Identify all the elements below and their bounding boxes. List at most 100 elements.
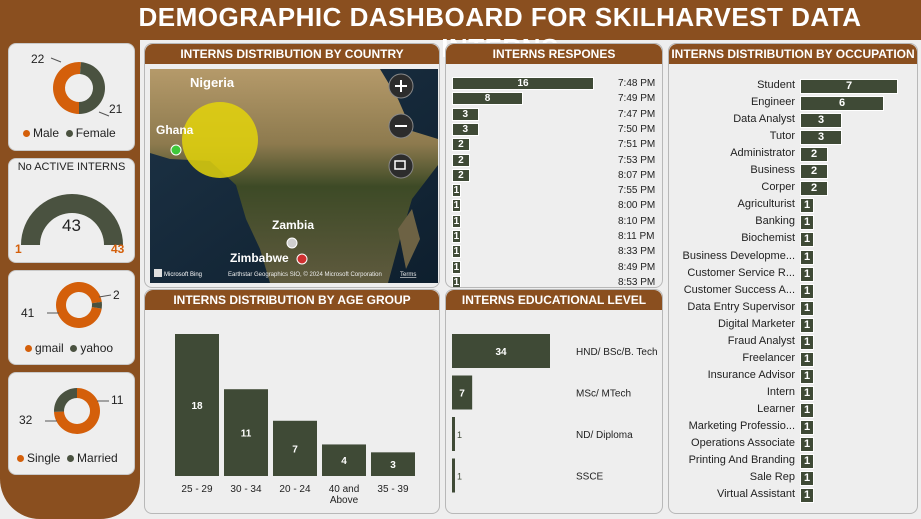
occupation-bar[interactable]: 1 (800, 283, 814, 299)
occupation-bar[interactable]: 3 (800, 130, 842, 146)
occupation-label: Data Analyst (733, 113, 795, 126)
response-bar[interactable]: 1 (452, 184, 461, 198)
education-bar[interactable] (452, 458, 455, 493)
education-category-label: MSc/ MTech (576, 389, 631, 400)
age-group-chart: 18 25 - 29 11 30 - 34 7 20 - 24 4 40 and Above 3 3… (175, 334, 415, 506)
active-interns-title: No ACTIVE INTERNS (17, 161, 126, 173)
occupation-bar[interactable]: 3 (800, 113, 842, 129)
education-title: INTERNS EDUCATIONAL LEVEL (446, 290, 662, 310)
occupation-bar[interactable]: 1 (800, 368, 814, 384)
single-legend-label: Single (27, 451, 61, 465)
response-time: 7:48 PM (618, 78, 656, 89)
occupation-label: Customer Service R... (687, 266, 795, 279)
occupation-bar[interactable]: 1 (800, 420, 814, 435)
occupation-label: Student (757, 79, 795, 91)
occupation-card[interactable]: INTERNS DISTRIBUTION BY OCCUPATION Stude… (668, 43, 918, 514)
occupation-label: Digital Marketer (717, 317, 795, 330)
response-bar[interactable]: 1 (452, 230, 461, 243)
response-time: 8:11 PM (618, 231, 655, 242)
education-bar[interactable] (452, 417, 455, 451)
education-category-label: HND/ BSc/B. Tech (576, 347, 658, 358)
occupation-bar[interactable]: 1 (800, 232, 814, 248)
age-bar[interactable] (322, 444, 366, 476)
selection-button[interactable] (388, 153, 414, 179)
country-map-card[interactable]: INTERNS DISTRIBUTION BY COUNTRY Nigeria … (144, 43, 440, 288)
zambia-label: Zambia (272, 218, 314, 232)
occupation-bar[interactable]: 1 (800, 215, 814, 231)
occupation-label: Sale Rep (749, 471, 795, 484)
active-gauge (21, 194, 123, 245)
male-slice (53, 62, 81, 114)
active-interns-card[interactable]: No ACTIVE INTERNS 43 1 43 (8, 158, 135, 263)
occupation-bar[interactable]: 1 (800, 198, 814, 214)
response-bar[interactable]: 3 (452, 122, 479, 136)
plus-icon (395, 80, 407, 92)
ghana-label: Ghana (156, 123, 194, 137)
occupation-bar[interactable]: 2 (800, 181, 828, 197)
select-icon (394, 160, 406, 170)
gender-donut (50, 57, 110, 117)
age-value-label: 18 (191, 401, 203, 412)
occupation-bar[interactable]: 1 (800, 317, 814, 333)
occupation-bar[interactable]: 1 (800, 334, 814, 350)
response-time: 8:07 PM (618, 169, 656, 181)
occupation-bar[interactable]: 1 (800, 402, 814, 418)
occupation-bar[interactable]: 1 (800, 454, 814, 470)
occupation-bar[interactable]: 1 (800, 385, 814, 401)
occupation-bar[interactable]: 1 (800, 249, 814, 265)
occupation-label: Business (750, 164, 795, 177)
occupation-label: Marketing Professio... (688, 420, 795, 432)
age-bar[interactable] (371, 452, 415, 476)
satellite-map[interactable]: Nigeria Ghana Zambia Zimbabwe Microsoft … (150, 69, 438, 283)
response-bar[interactable]: 16 (452, 77, 594, 90)
map-terms-link: Terms (400, 272, 416, 278)
response-bar[interactable]: 1 (452, 199, 461, 213)
female-legend-dot (65, 130, 73, 138)
occupation-bar[interactable]: 1 (800, 437, 814, 453)
response-bar[interactable]: 1 (452, 260, 461, 274)
gmail-legend-dot (25, 345, 32, 353)
education-bar[interactable] (452, 375, 473, 410)
occupation-bar[interactable]: 6 (800, 96, 884, 112)
gauge-arc (21, 194, 123, 245)
age-bar[interactable] (224, 389, 268, 476)
responses-card[interactable]: INTERNS RESPONES 16 7:48 PM 8 7:49 PM 3 7:47 … (445, 43, 663, 288)
occupation-label: Customer Success A... (683, 283, 795, 296)
response-time: 7:55 PM (618, 185, 656, 197)
email-card[interactable]: 2 41 gmail yahoo (8, 270, 135, 365)
bing-label: Microsoft Bing (164, 272, 202, 278)
occupation-bar[interactable]: 1 (800, 471, 814, 487)
zoom-out-button[interactable] (388, 113, 414, 139)
response-bar[interactable]: 3 (452, 107, 479, 121)
education-card[interactable]: INTERNS EDUCATIONAL LEVEL 34 HND/ BSc/B. … (445, 289, 663, 514)
response-time: 8:49 PM (618, 261, 656, 273)
response-bar[interactable]: 1 (452, 245, 461, 259)
occupation-bar[interactable]: 1 (800, 351, 814, 367)
occupation-bar[interactable]: 1 (800, 300, 814, 316)
response-bar[interactable]: 8 (452, 92, 523, 106)
zoom-in-button[interactable] (388, 73, 414, 99)
response-bar[interactable]: 1 (452, 214, 461, 228)
occupation-label: Banking (755, 215, 795, 228)
occupation-bar[interactable]: 2 (800, 164, 828, 180)
gender-card[interactable]: 22 21 Male Female (8, 43, 135, 151)
response-bar[interactable]: 2 (452, 168, 470, 182)
age-value-label: 3 (390, 460, 396, 471)
response-time: 7:49 PM (618, 93, 656, 105)
education-bar[interactable] (452, 334, 550, 368)
response-bar[interactable]: 2 (452, 138, 470, 152)
occupation-bar[interactable]: 1 (800, 266, 814, 282)
occupation-label: Virtual Assistant (716, 488, 795, 501)
marital-card[interactable]: 11 32 Single Married (8, 372, 135, 475)
occupation-label: Business Developme... (682, 249, 796, 262)
occupation-bar[interactable]: 1 (800, 488, 814, 504)
age-bar[interactable] (273, 420, 317, 476)
response-bar[interactable]: 1 (452, 275, 461, 288)
gmail-legend-label: gmail (35, 341, 64, 355)
age-bar[interactable] (175, 334, 219, 476)
occupation-bar[interactable]: 7 (800, 79, 898, 94)
response-bar[interactable]: 2 (452, 153, 470, 167)
single-slice (54, 388, 100, 434)
occupation-bar[interactable]: 2 (800, 147, 828, 163)
age-group-card[interactable]: INTERNS DISTRIBUTION BY AGE GROUP 18 25 -… (144, 289, 440, 514)
